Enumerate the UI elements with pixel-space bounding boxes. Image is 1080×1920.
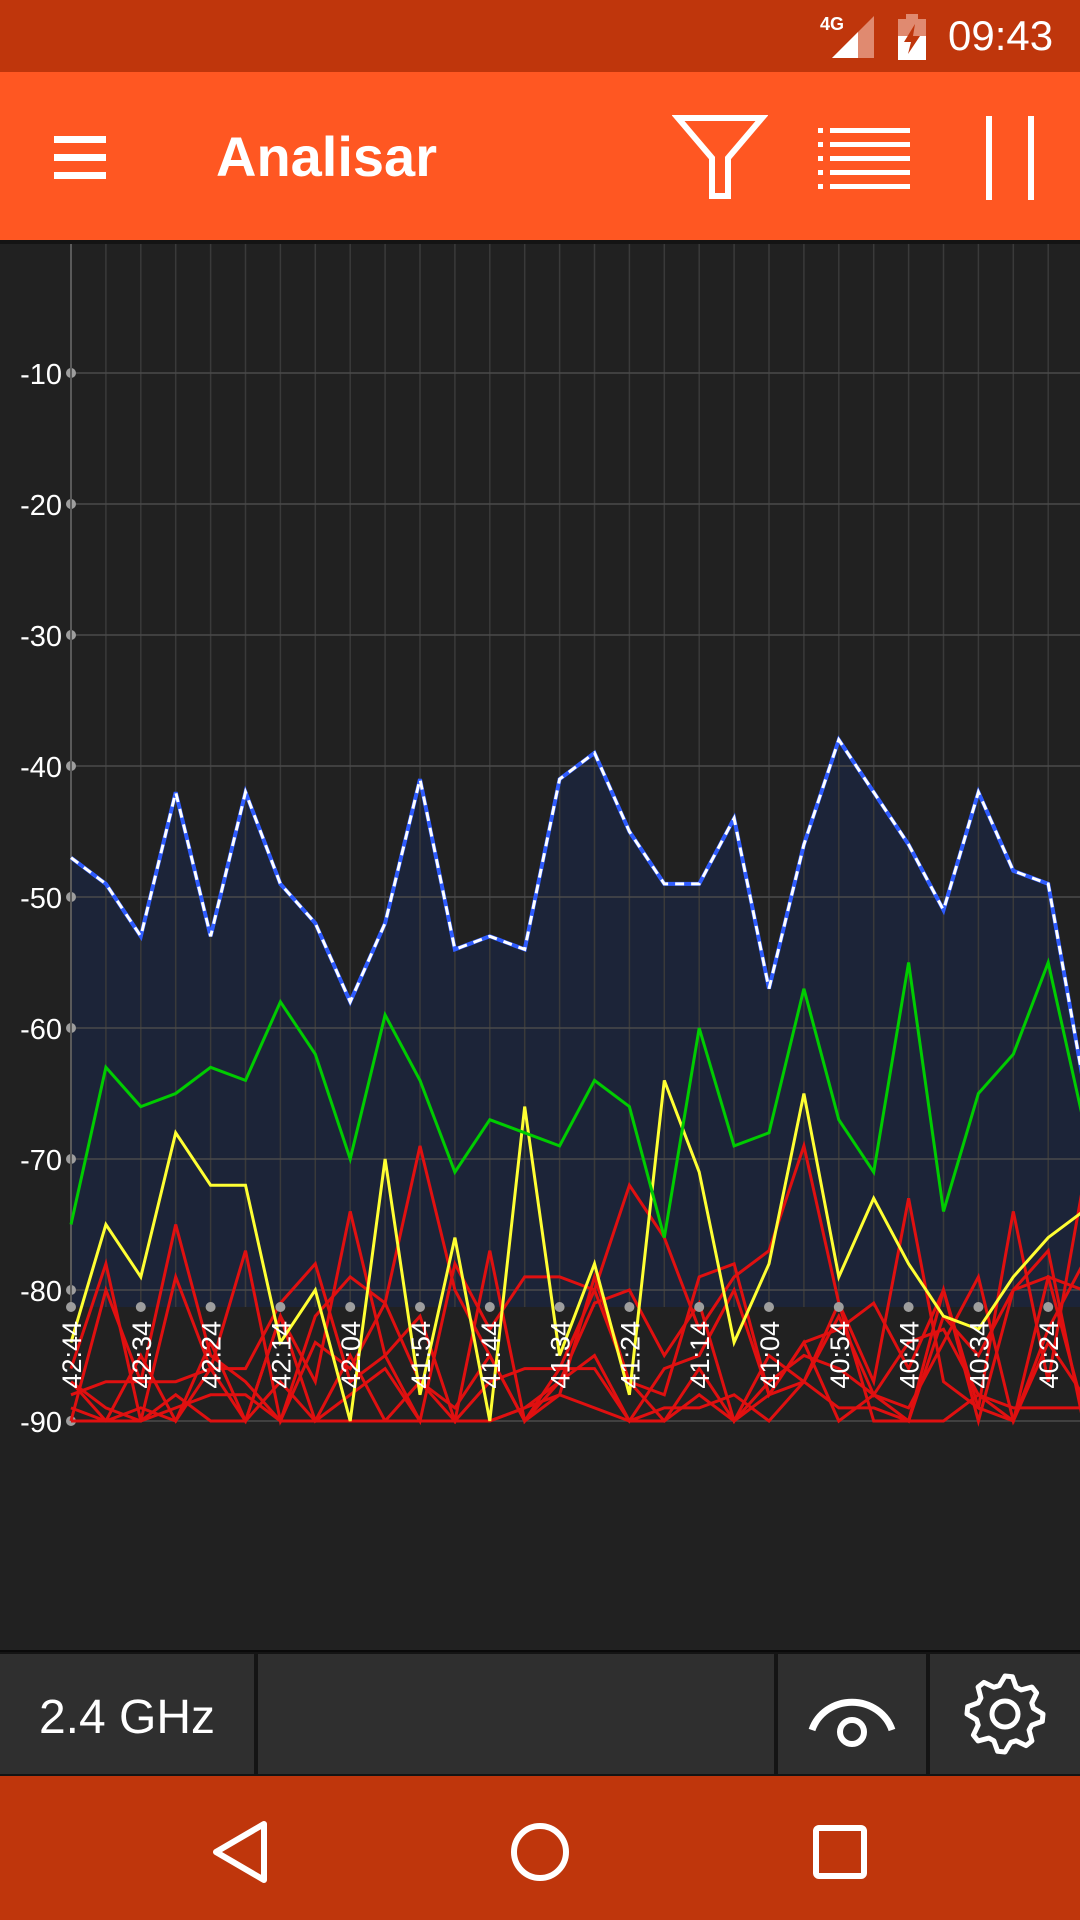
chart-svg: -10 -20 -30 -40 -50 -60 -70 -80 -90 42:44 42:34 42:… xyxy=(20,244,1080,1439)
x-tick-dot xyxy=(345,1302,356,1312)
y-tick-label: -20 xyxy=(20,490,62,522)
home-circle-icon[interactable] xyxy=(500,1812,580,1892)
bottom-control-bar: 2.4 GHz xyxy=(0,1650,1080,1776)
x-tick-label: 42:24 xyxy=(197,1321,227,1389)
series-line xyxy=(69,1079,1080,1422)
y-tick-label: -50 xyxy=(20,883,62,915)
y-tick-label: -30 xyxy=(20,621,62,653)
page-title: Analisar xyxy=(216,125,437,188)
x-tick-dot xyxy=(903,1302,914,1312)
hamburger-icon[interactable] xyxy=(44,122,116,194)
gear-icon xyxy=(964,1673,1046,1755)
y-tick-label: -80 xyxy=(20,1276,62,1308)
x-tick-dot xyxy=(624,1302,635,1312)
series-line xyxy=(69,957,1080,1238)
recents-square-icon[interactable] xyxy=(800,1812,880,1892)
y-tick-label: -10 xyxy=(20,359,62,391)
x-tick-label: 41:54 xyxy=(406,1321,436,1389)
series-area-fill xyxy=(71,739,1080,1307)
list-icon[interactable] xyxy=(816,120,912,200)
x-tick-label: 42:34 xyxy=(127,1321,157,1389)
y-tick-label: -40 xyxy=(20,752,62,784)
x-tick-label: 41:24 xyxy=(615,1321,645,1389)
eye-icon xyxy=(808,1698,896,1747)
battery-charging-icon xyxy=(898,14,926,60)
x-tick-label: 41:34 xyxy=(546,1321,576,1389)
series-line xyxy=(69,1140,1080,1424)
x-tick-dot xyxy=(833,1302,844,1312)
x-tick-label: 40:44 xyxy=(895,1321,925,1389)
x-tick-label: 41:44 xyxy=(476,1321,506,1389)
x-tick-label: 41:14 xyxy=(685,1321,715,1389)
x-tick-dot xyxy=(973,1302,984,1312)
band-label: 2.4 GHz xyxy=(38,1691,216,1744)
filter-icon[interactable] xyxy=(672,112,768,202)
series-line xyxy=(70,1247,1080,1426)
pause-icon[interactable] xyxy=(976,112,1048,208)
y-tick-label: -60 xyxy=(20,1014,62,1046)
x-tick-dot xyxy=(205,1302,216,1312)
x-tick-dot xyxy=(275,1302,286,1312)
x-tick-dot xyxy=(484,1302,495,1312)
series-line xyxy=(69,1211,1080,1426)
y-tick-label: -70 xyxy=(20,1145,62,1177)
x-tick-dot xyxy=(764,1302,774,1312)
series-line xyxy=(70,1274,1080,1424)
x-tick-label: 41:04 xyxy=(755,1321,785,1389)
x-tick-dot xyxy=(1043,1302,1054,1312)
x-tick-label: 40:24 xyxy=(1034,1321,1064,1389)
back-triangle-icon[interactable] xyxy=(200,1812,280,1892)
settings-button[interactable] xyxy=(930,1654,1080,1774)
view-toggle-button[interactable] xyxy=(778,1654,926,1774)
app-toolbar: Analisar xyxy=(0,72,1080,240)
x-tick-label: 42:04 xyxy=(336,1321,366,1389)
x-tick-dot xyxy=(694,1302,705,1312)
x-tick-label: 40:34 xyxy=(964,1321,994,1389)
x-tick-label: 40:54 xyxy=(825,1321,855,1389)
x-tick-dot xyxy=(554,1302,565,1312)
gear-hole xyxy=(989,1698,1021,1730)
network-type-label: 4G xyxy=(820,14,845,34)
y-tick-label: -90 xyxy=(20,1407,62,1439)
toolbar-shadow xyxy=(0,240,1080,244)
gear-outline xyxy=(964,1673,1046,1755)
status-bar: 4G 09:43 xyxy=(0,0,1080,72)
cell-signal-icon xyxy=(832,16,874,58)
band-selector-button[interactable]: 2.4 GHz xyxy=(0,1654,254,1774)
x-tick-dot xyxy=(415,1302,425,1312)
empty-panel xyxy=(258,1654,774,1774)
x-tick-label: 42:44 xyxy=(57,1321,87,1389)
system-nav-bar xyxy=(0,1776,1080,1920)
series-line-strongest xyxy=(69,735,1080,1075)
x-tick-label: 42:14 xyxy=(266,1321,296,1389)
x-tick-dot xyxy=(66,1302,76,1312)
signal-strength-chart[interactable]: -10 -20 -30 -40 -50 -60 -70 -80 -90 42:44 42:34 42:… xyxy=(0,244,1080,1650)
x-tick-dot xyxy=(135,1302,146,1312)
status-clock: 09:43 xyxy=(948,12,1054,59)
